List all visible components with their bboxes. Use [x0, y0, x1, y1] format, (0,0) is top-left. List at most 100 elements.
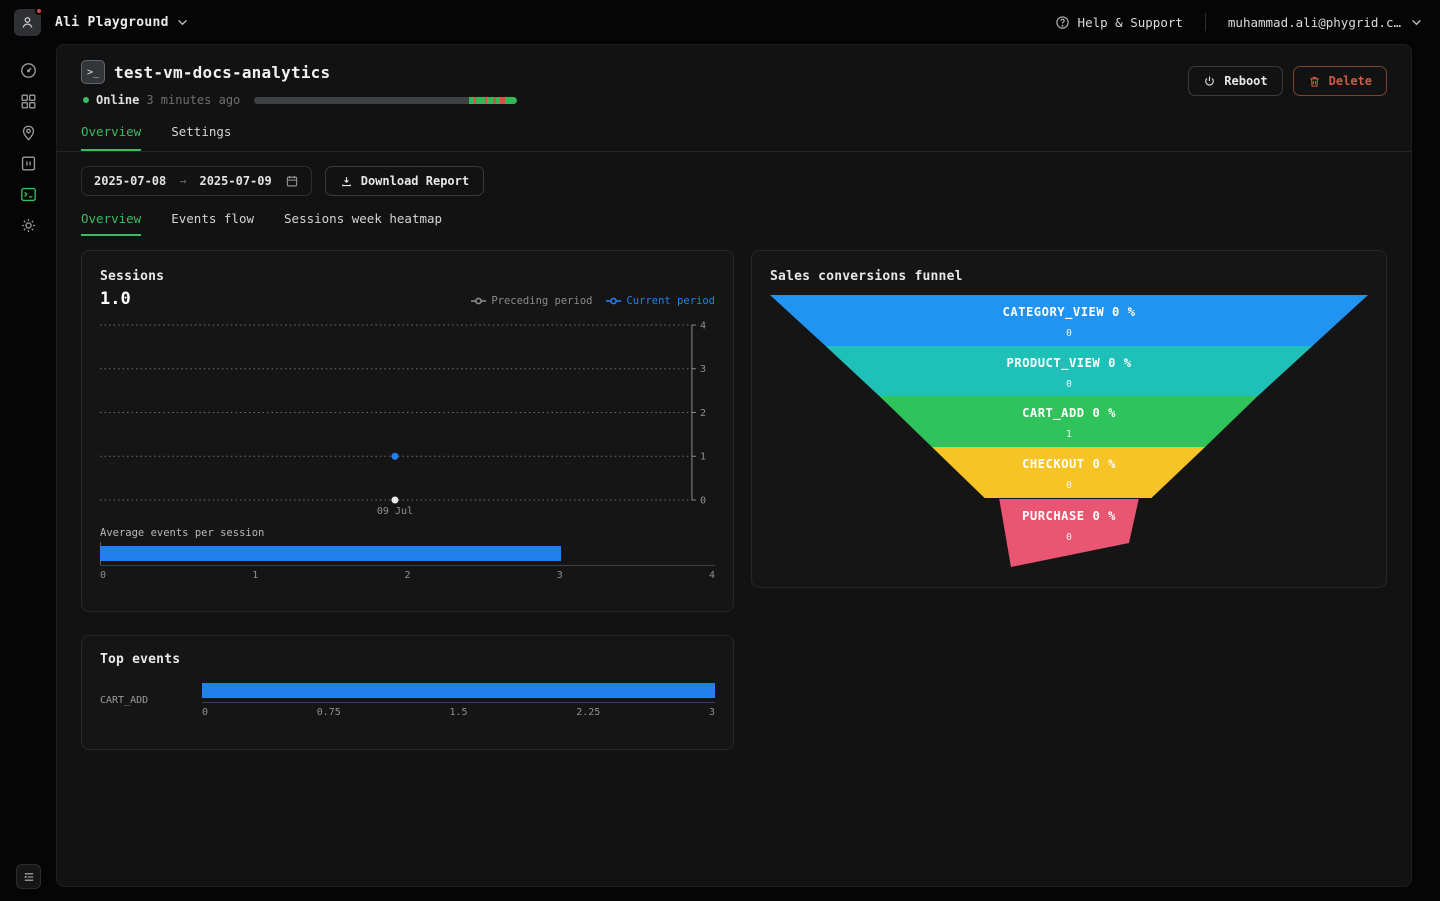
x-axis-line [100, 565, 715, 566]
uptime-segment [469, 96, 475, 104]
svg-text:PURCHASE 0 %: PURCHASE 0 % [1022, 509, 1116, 523]
account-email: muhammad.ali@phygrid.c… [1227, 14, 1401, 30]
sidebar-collapse-button[interactable] [16, 864, 41, 889]
svg-text:0: 0 [1066, 532, 1072, 543]
uptime-segment [505, 96, 518, 104]
legend-current-period[interactable]: Current period [606, 295, 715, 307]
delete-button[interactable]: Delete [1292, 66, 1387, 96]
top-events-title: Top events [100, 652, 181, 667]
dashboard-content: Sessions 1.0 Preceding period [57, 250, 1411, 750]
svg-text:0: 0 [1066, 328, 1072, 339]
funnel-title: Sales conversions funnel [770, 269, 963, 284]
current-period-point [391, 452, 399, 460]
reboot-button[interactable]: Reboot [1188, 66, 1283, 96]
trash-icon [1309, 76, 1319, 87]
svg-text:0: 0 [1066, 480, 1072, 491]
workspace-name: Ali Playground [55, 14, 169, 30]
main-panel: >_ test-vm-docs-analytics Online 3 minut… [56, 44, 1412, 887]
top-events-card: Top events CART_ADD 0 0.75 1.5 2.25 3 [81, 635, 734, 750]
svg-text:3: 3 [700, 364, 706, 375]
subtab-sessions-week-heatmap[interactable]: Sessions week heatmap [284, 211, 443, 226]
account-menu[interactable]: muhammad.ali@phygrid.c… [1228, 15, 1422, 30]
vm-header: >_ test-vm-docs-analytics Online 3 minut… [57, 45, 1411, 107]
x-axis-tick-label: 2 [404, 570, 411, 581]
svg-text:1: 1 [700, 452, 706, 463]
uptime-segment [500, 96, 506, 104]
user-icon [22, 16, 33, 28]
uptime-segment [474, 96, 477, 104]
sales-funnel-card: Sales conversions funnel CATEGORY_VIEW 0… [751, 250, 1387, 588]
download-icon [341, 176, 351, 186]
svg-text:1: 1 [1066, 429, 1072, 440]
funnel-stage-product_view [825, 346, 1313, 396]
settings-gear-icon[interactable] [15, 212, 41, 238]
top-events-bar-chart: 0 0.75 1.5 2.25 3 [202, 683, 715, 718]
tab-overview[interactable]: Overview [81, 124, 142, 151]
avatar[interactable] [14, 6, 43, 36]
report-toolbar: 2025-07-08 → 2025-07-09 Download Report [57, 166, 1411, 196]
download-report-button[interactable]: Download Report [324, 166, 485, 196]
uptime-segment [493, 96, 497, 104]
svg-text:CATEGORY_VIEW 0 %: CATEGORY_VIEW 0 % [1003, 305, 1136, 320]
funnel-stage-purchase [999, 499, 1139, 567]
vm-terminal-icon: >_ [81, 60, 105, 84]
tab-settings[interactable]: Settings [171, 124, 232, 139]
svg-text:2: 2 [700, 408, 706, 419]
topbar: Ali Playground Help & Support muhammad.a… [0, 0, 1440, 44]
avg-events-bar [100, 546, 562, 561]
uptime-segment [485, 96, 488, 104]
sales-funnel-chart: CATEGORY_VIEW 0 % 0 PRODUCT_VIEW 0 % 0 CART_… [770, 295, 1368, 567]
x-axis-tick-label: 0 [202, 707, 209, 718]
calendar-icon [286, 176, 297, 187]
legend-line-marker-icon [606, 297, 622, 305]
help-support-label: Help & Support [1077, 14, 1183, 30]
uptime-segment [487, 96, 494, 104]
help-circle-icon [1055, 15, 1069, 29]
status-label: Online [96, 93, 140, 107]
svg-text:CHECKOUT 0 %: CHECKOUT 0 % [1022, 457, 1116, 471]
x-axis-ticks: 0 1 2 3 4 [100, 570, 715, 581]
funnel-stage-checkout [931, 447, 1206, 498]
device-screen-icon[interactable] [15, 150, 41, 176]
gauge-icon[interactable] [15, 57, 41, 83]
chevron-down-icon [177, 19, 187, 25]
svg-text:0: 0 [1066, 379, 1072, 390]
subtab-events-flow[interactable]: Events flow [171, 211, 255, 226]
report-subtabs: Overview Events flow Sessions week heatm… [57, 211, 1411, 236]
x-axis-tick-label: 2.25 [576, 707, 601, 718]
top-event-bar [202, 683, 715, 698]
apps-grid-icon[interactable] [15, 88, 41, 114]
legend-preceding-period[interactable]: Preceding period [471, 295, 592, 307]
x-axis-tick-label: 0.75 [316, 707, 341, 718]
date-range-picker[interactable]: 2025-07-08 → 2025-07-09 [81, 166, 312, 196]
legend-line-marker-icon [471, 297, 487, 305]
help-support-link[interactable]: Help & Support [1055, 15, 1183, 30]
main-tabs: Overview Settings [57, 124, 1411, 152]
location-pin-icon[interactable] [15, 119, 41, 145]
preceding-period-point [391, 496, 399, 504]
x-axis-ticks: 0 0.75 1.5 2.25 3 [202, 707, 715, 718]
subtab-overview[interactable]: Overview [81, 211, 142, 236]
workspace-switcher[interactable]: Ali Playground [55, 15, 188, 30]
x-axis-line [202, 702, 715, 703]
sessions-line-chart: 0 1 2 3 4 09 Jul [100, 321, 706, 517]
svg-text:0: 0 [700, 496, 706, 507]
chevron-down-icon [1412, 19, 1421, 25]
notification-dot [35, 6, 43, 15]
avg-events-title: Average events per session [100, 527, 265, 539]
sessions-value: 1.0 [100, 289, 131, 309]
terminal-icon[interactable] [15, 181, 41, 207]
power-icon [1205, 76, 1215, 86]
chart-legend: Preceding period Current period [471, 295, 715, 309]
sessions-card: Sessions 1.0 Preceding period [81, 250, 734, 612]
sessions-title: Sessions [100, 269, 165, 284]
top-event-category-label: CART_ADD [100, 695, 149, 706]
svg-text:PRODUCT_VIEW 0 %: PRODUCT_VIEW 0 % [1006, 356, 1131, 371]
svg-text:09 Jul: 09 Jul [377, 506, 413, 517]
date-to: 2025-07-09 [199, 174, 272, 188]
status-time: 3 minutes ago [146, 93, 241, 107]
x-axis-tick-label: 1 [252, 570, 259, 581]
funnel-stage-category_view [770, 295, 1368, 346]
avg-events-bar-chart: 0 1 2 3 4 [100, 542, 715, 581]
date-range-arrow: → [179, 174, 187, 188]
